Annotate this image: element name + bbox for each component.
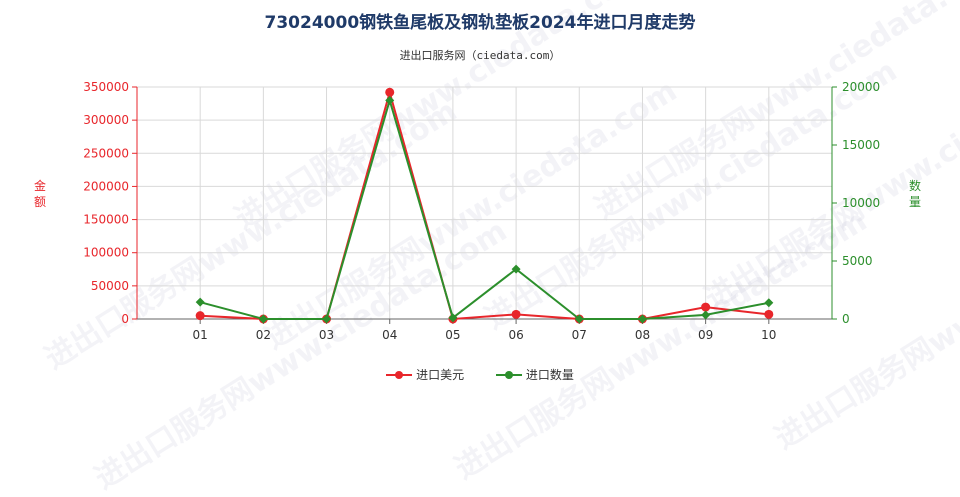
x-tick-label: 04 bbox=[382, 328, 397, 342]
series-point-usd bbox=[195, 311, 205, 321]
series-point-quantity bbox=[258, 314, 268, 324]
series-point-quantity bbox=[322, 314, 332, 324]
x-tick-label: 02 bbox=[256, 328, 271, 342]
chart-title: 73024000钢铁鱼尾板及钢轨垫板2024年进口月度走势 bbox=[264, 13, 696, 33]
legend: 进口美元 进口数量 bbox=[0, 366, 960, 383]
y-left-tick-label: 0 bbox=[121, 312, 129, 326]
x-tick-label: 05 bbox=[445, 328, 460, 342]
series-point-quantity bbox=[701, 310, 711, 320]
line-chart: 0500001000001500002000002500003000003500… bbox=[83, 80, 880, 342]
legend-item-usd[interactable]: 进口美元 bbox=[386, 366, 464, 383]
x-tick-label: 10 bbox=[761, 328, 776, 342]
y-left-tick-label: 100000 bbox=[83, 246, 129, 260]
y-left-tick-label: 250000 bbox=[83, 146, 129, 160]
x-tick-label: 08 bbox=[635, 328, 650, 342]
series-point-quantity bbox=[511, 264, 521, 274]
x-tick-label: 09 bbox=[698, 328, 713, 342]
legend-swatch-usd-icon bbox=[386, 370, 413, 380]
y-right-tick-label: 20000 bbox=[842, 80, 880, 94]
series-point-quantity bbox=[448, 313, 458, 323]
y-left-tick-label: 150000 bbox=[83, 213, 129, 227]
series-point-quantity bbox=[764, 298, 774, 308]
series-point-usd bbox=[764, 309, 774, 319]
series-point-quantity bbox=[637, 314, 647, 324]
series-point-usd bbox=[385, 87, 395, 97]
y-right-tick-label: 10000 bbox=[842, 196, 880, 210]
y-left-tick-label: 300000 bbox=[83, 113, 129, 127]
legend-label-quantity: 进口数量 bbox=[525, 368, 574, 382]
x-tick-label: 01 bbox=[193, 328, 208, 342]
legend-item-quantity[interactable]: 进口数量 bbox=[495, 366, 574, 383]
legend-swatch-quantity-icon bbox=[495, 370, 522, 380]
series-point-usd bbox=[511, 309, 521, 319]
y-left-tick-label: 350000 bbox=[83, 80, 129, 94]
y-left-tick-label: 50000 bbox=[91, 279, 129, 293]
y-left-tick-label: 200000 bbox=[83, 179, 129, 193]
y-right-tick-label: 15000 bbox=[842, 138, 880, 152]
chart-subtitle: 进出口服务网（ciedata.com） bbox=[399, 49, 561, 62]
legend-label-usd: 进口美元 bbox=[416, 368, 465, 382]
y-right-tick-label: 0 bbox=[842, 312, 850, 326]
y-axis-right-label: 数量 bbox=[908, 179, 921, 209]
series-point-usd bbox=[701, 302, 711, 312]
y-axis-left-label: 金额 bbox=[33, 179, 46, 209]
y-right-tick-label: 5000 bbox=[842, 254, 873, 268]
x-tick-label: 06 bbox=[508, 328, 523, 342]
series-line-quantity bbox=[199, 96, 769, 320]
series-line-usd bbox=[200, 88, 769, 321]
series-point-quantity bbox=[195, 297, 205, 307]
x-tick-label: 07 bbox=[572, 328, 587, 342]
series-point-quantity bbox=[574, 314, 584, 324]
series-point-quantity bbox=[385, 95, 395, 105]
x-tick-label: 03 bbox=[319, 328, 334, 342]
